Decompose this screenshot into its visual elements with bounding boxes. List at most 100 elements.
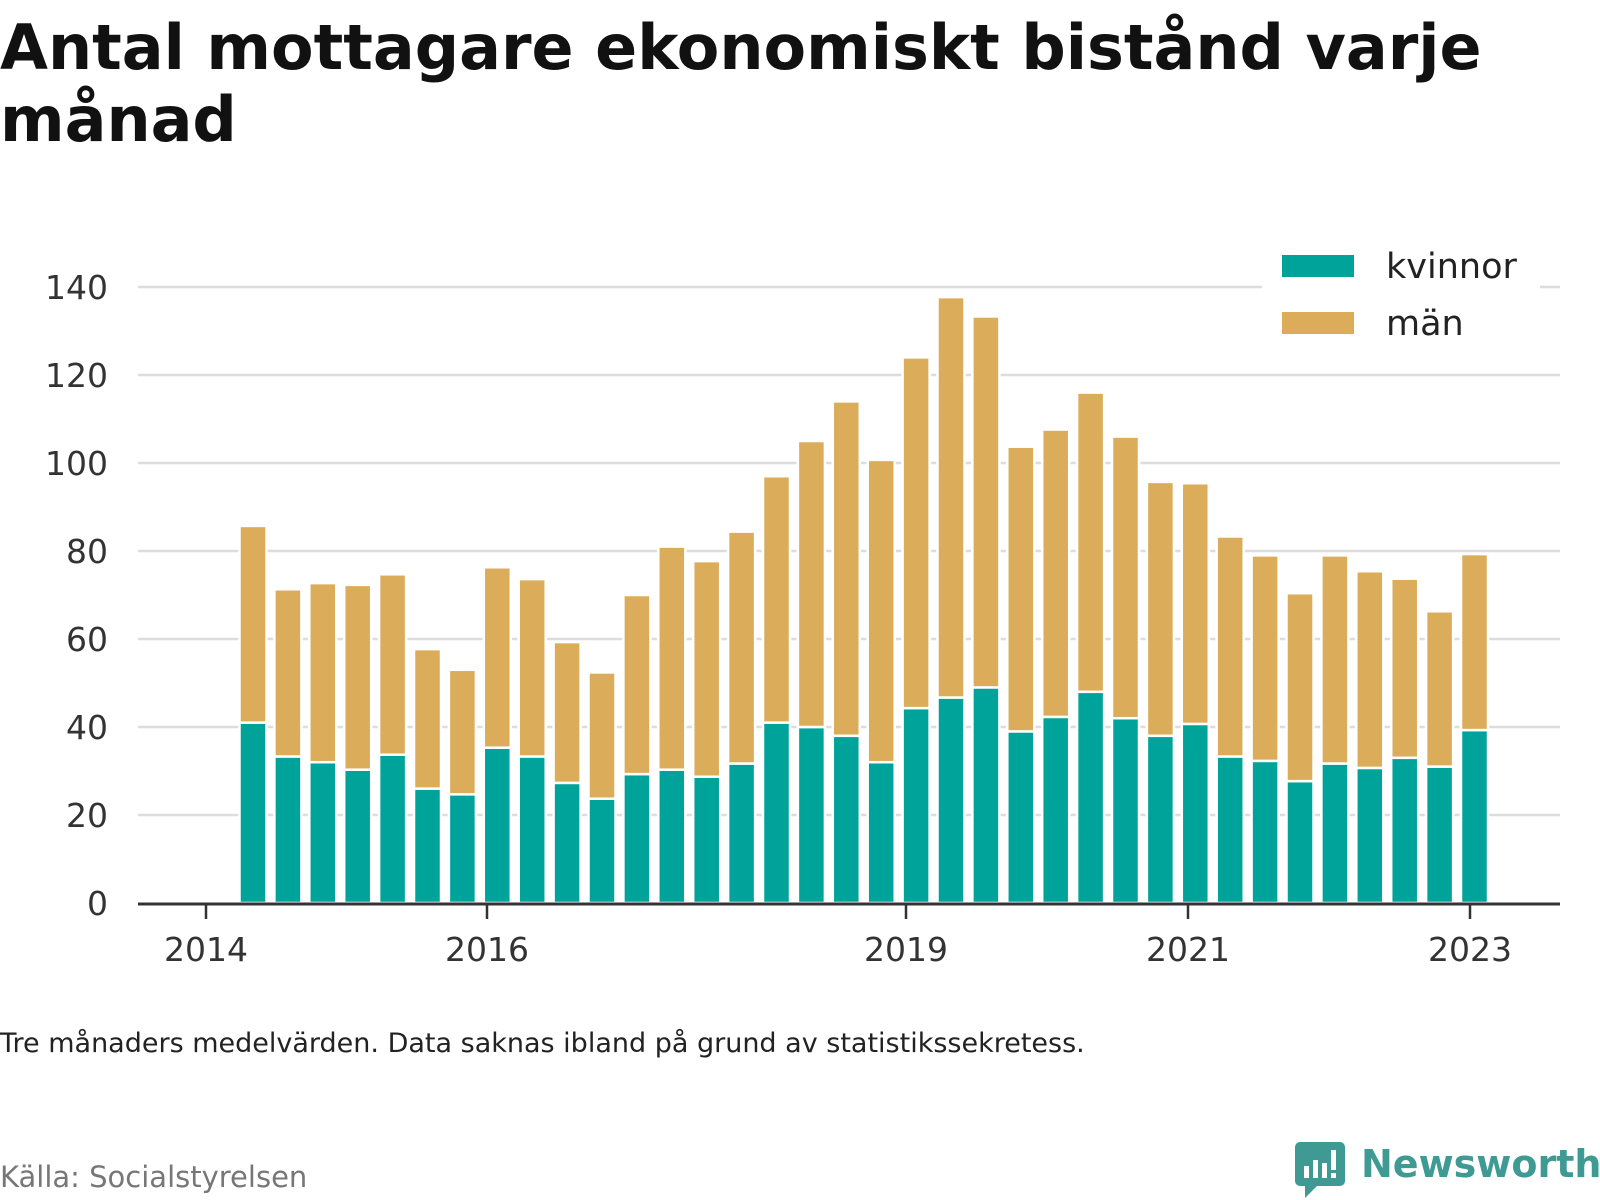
bar-kvinnor (1006, 730, 1036, 905)
bar-kvinnor (587, 797, 617, 905)
bar-kvinnor (447, 793, 478, 905)
x-tick-label: 2014 (164, 930, 248, 969)
bar-man (831, 400, 862, 738)
bar-man (901, 356, 931, 710)
bars (238, 295, 1490, 905)
bar-kvinnor (936, 696, 966, 905)
bar-man (1215, 535, 1245, 758)
bar-man (447, 668, 478, 796)
y-tick-label: 140 (45, 268, 108, 307)
bar-kvinnor (831, 734, 862, 905)
bar-kvinnor (377, 753, 408, 905)
chart-title: Antal mottagare ekonomiskt bistånd varje… (0, 11, 1482, 156)
bar-kvinnor (412, 787, 443, 905)
y-tick-label: 40 (66, 708, 108, 747)
bar-man (761, 474, 792, 724)
legend-label-man: män (1386, 304, 1464, 344)
bar-man (657, 545, 687, 771)
x-tick-label: 2019 (864, 930, 948, 969)
y-axis-labels: 0 20 40 60 80 100 120 140 (45, 268, 108, 923)
y-tick-label: 120 (45, 356, 108, 395)
bar-man (1180, 481, 1211, 726)
bar-man (1320, 554, 1350, 765)
bar-man (273, 588, 303, 758)
bar-man (1075, 391, 1106, 694)
bar-man (482, 566, 513, 749)
bar-man (1355, 569, 1385, 770)
bar-man (1006, 445, 1036, 733)
bar-kvinnor (866, 760, 896, 905)
x-tick-label: 2023 (1428, 930, 1512, 969)
bar-man (552, 640, 582, 785)
bar-kvinnor (1424, 765, 1455, 905)
bar-man (1424, 610, 1455, 768)
bar-man (866, 458, 896, 764)
x-tick-label: 2021 (1146, 930, 1230, 969)
bar-man (377, 573, 408, 756)
bar-man (342, 583, 373, 771)
x-axis: 2014 2016 2019 2021 2023 (138, 902, 1560, 969)
bar-kvinnor (796, 725, 827, 905)
bar-kvinnor (971, 686, 1001, 905)
bar-man (238, 524, 268, 724)
newsworthy-logo-icon (1295, 1142, 1345, 1198)
bar-kvinnor (1040, 715, 1071, 905)
bar-man (1459, 552, 1490, 732)
bar-kvinnor (726, 762, 757, 905)
bar-man (1145, 480, 1176, 738)
legend-label-kvinnor: kvinnor (1386, 247, 1517, 287)
bar-kvinnor (1215, 755, 1245, 905)
bar-man (726, 530, 757, 765)
bar-kvinnor (1389, 756, 1420, 905)
bar-man (1040, 428, 1071, 719)
bar-kvinnor (1145, 734, 1176, 905)
bar-kvinnor (1075, 690, 1106, 905)
y-tick-label: 80 (66, 532, 108, 571)
source-credit: Källa: Socialstyrelsen (0, 1160, 308, 1194)
bar-man (412, 647, 443, 790)
bar-man (691, 559, 722, 778)
bar-man (1110, 435, 1141, 720)
bar-man (936, 295, 966, 699)
bar-man (1389, 577, 1420, 760)
bar-kvinnor (1250, 759, 1280, 905)
bar-man (1285, 591, 1315, 783)
brand-name: Newsworthy (1361, 1142, 1600, 1186)
y-tick-label: 100 (45, 444, 108, 483)
bar-kvinnor (1355, 766, 1385, 905)
bar-kvinnor (1180, 722, 1211, 905)
bar-man (1250, 554, 1280, 763)
bar-man (971, 315, 1001, 689)
chart-note: Tre månaders medelvärden. Data saknas ib… (0, 1028, 1085, 1059)
bar-kvinnor (1285, 779, 1315, 905)
bar-man (587, 671, 617, 800)
bar-kvinnor (273, 755, 303, 905)
bar-kvinnor (238, 721, 268, 905)
bar-man (622, 593, 652, 776)
legend-swatch-kvinnor (1282, 255, 1354, 277)
bar-kvinnor (622, 772, 652, 905)
bar-kvinnor (761, 721, 792, 905)
bar-man (517, 577, 547, 758)
bar-kvinnor (1110, 716, 1141, 905)
bar-kvinnor (308, 760, 338, 905)
bar-kvinnor (657, 768, 687, 905)
bar-kvinnor (1320, 762, 1350, 905)
bar-kvinnor (552, 781, 582, 905)
legend: kvinnor män (1262, 245, 1540, 353)
bar-man (796, 439, 827, 729)
brand-logo: Newsworthy (1293, 1140, 1600, 1200)
x-tick-label: 2016 (445, 930, 529, 969)
bar-kvinnor (517, 755, 547, 905)
bar-kvinnor (691, 775, 722, 905)
bar-man (308, 581, 338, 764)
y-tick-label: 60 (66, 620, 108, 659)
bar-kvinnor (901, 706, 931, 905)
y-tick-label: 20 (66, 796, 108, 835)
y-tick-label: 0 (87, 884, 108, 923)
bar-kvinnor (342, 768, 373, 905)
legend-swatch-man (1282, 312, 1354, 334)
bar-kvinnor (482, 746, 513, 905)
bar-kvinnor (1459, 728, 1490, 905)
